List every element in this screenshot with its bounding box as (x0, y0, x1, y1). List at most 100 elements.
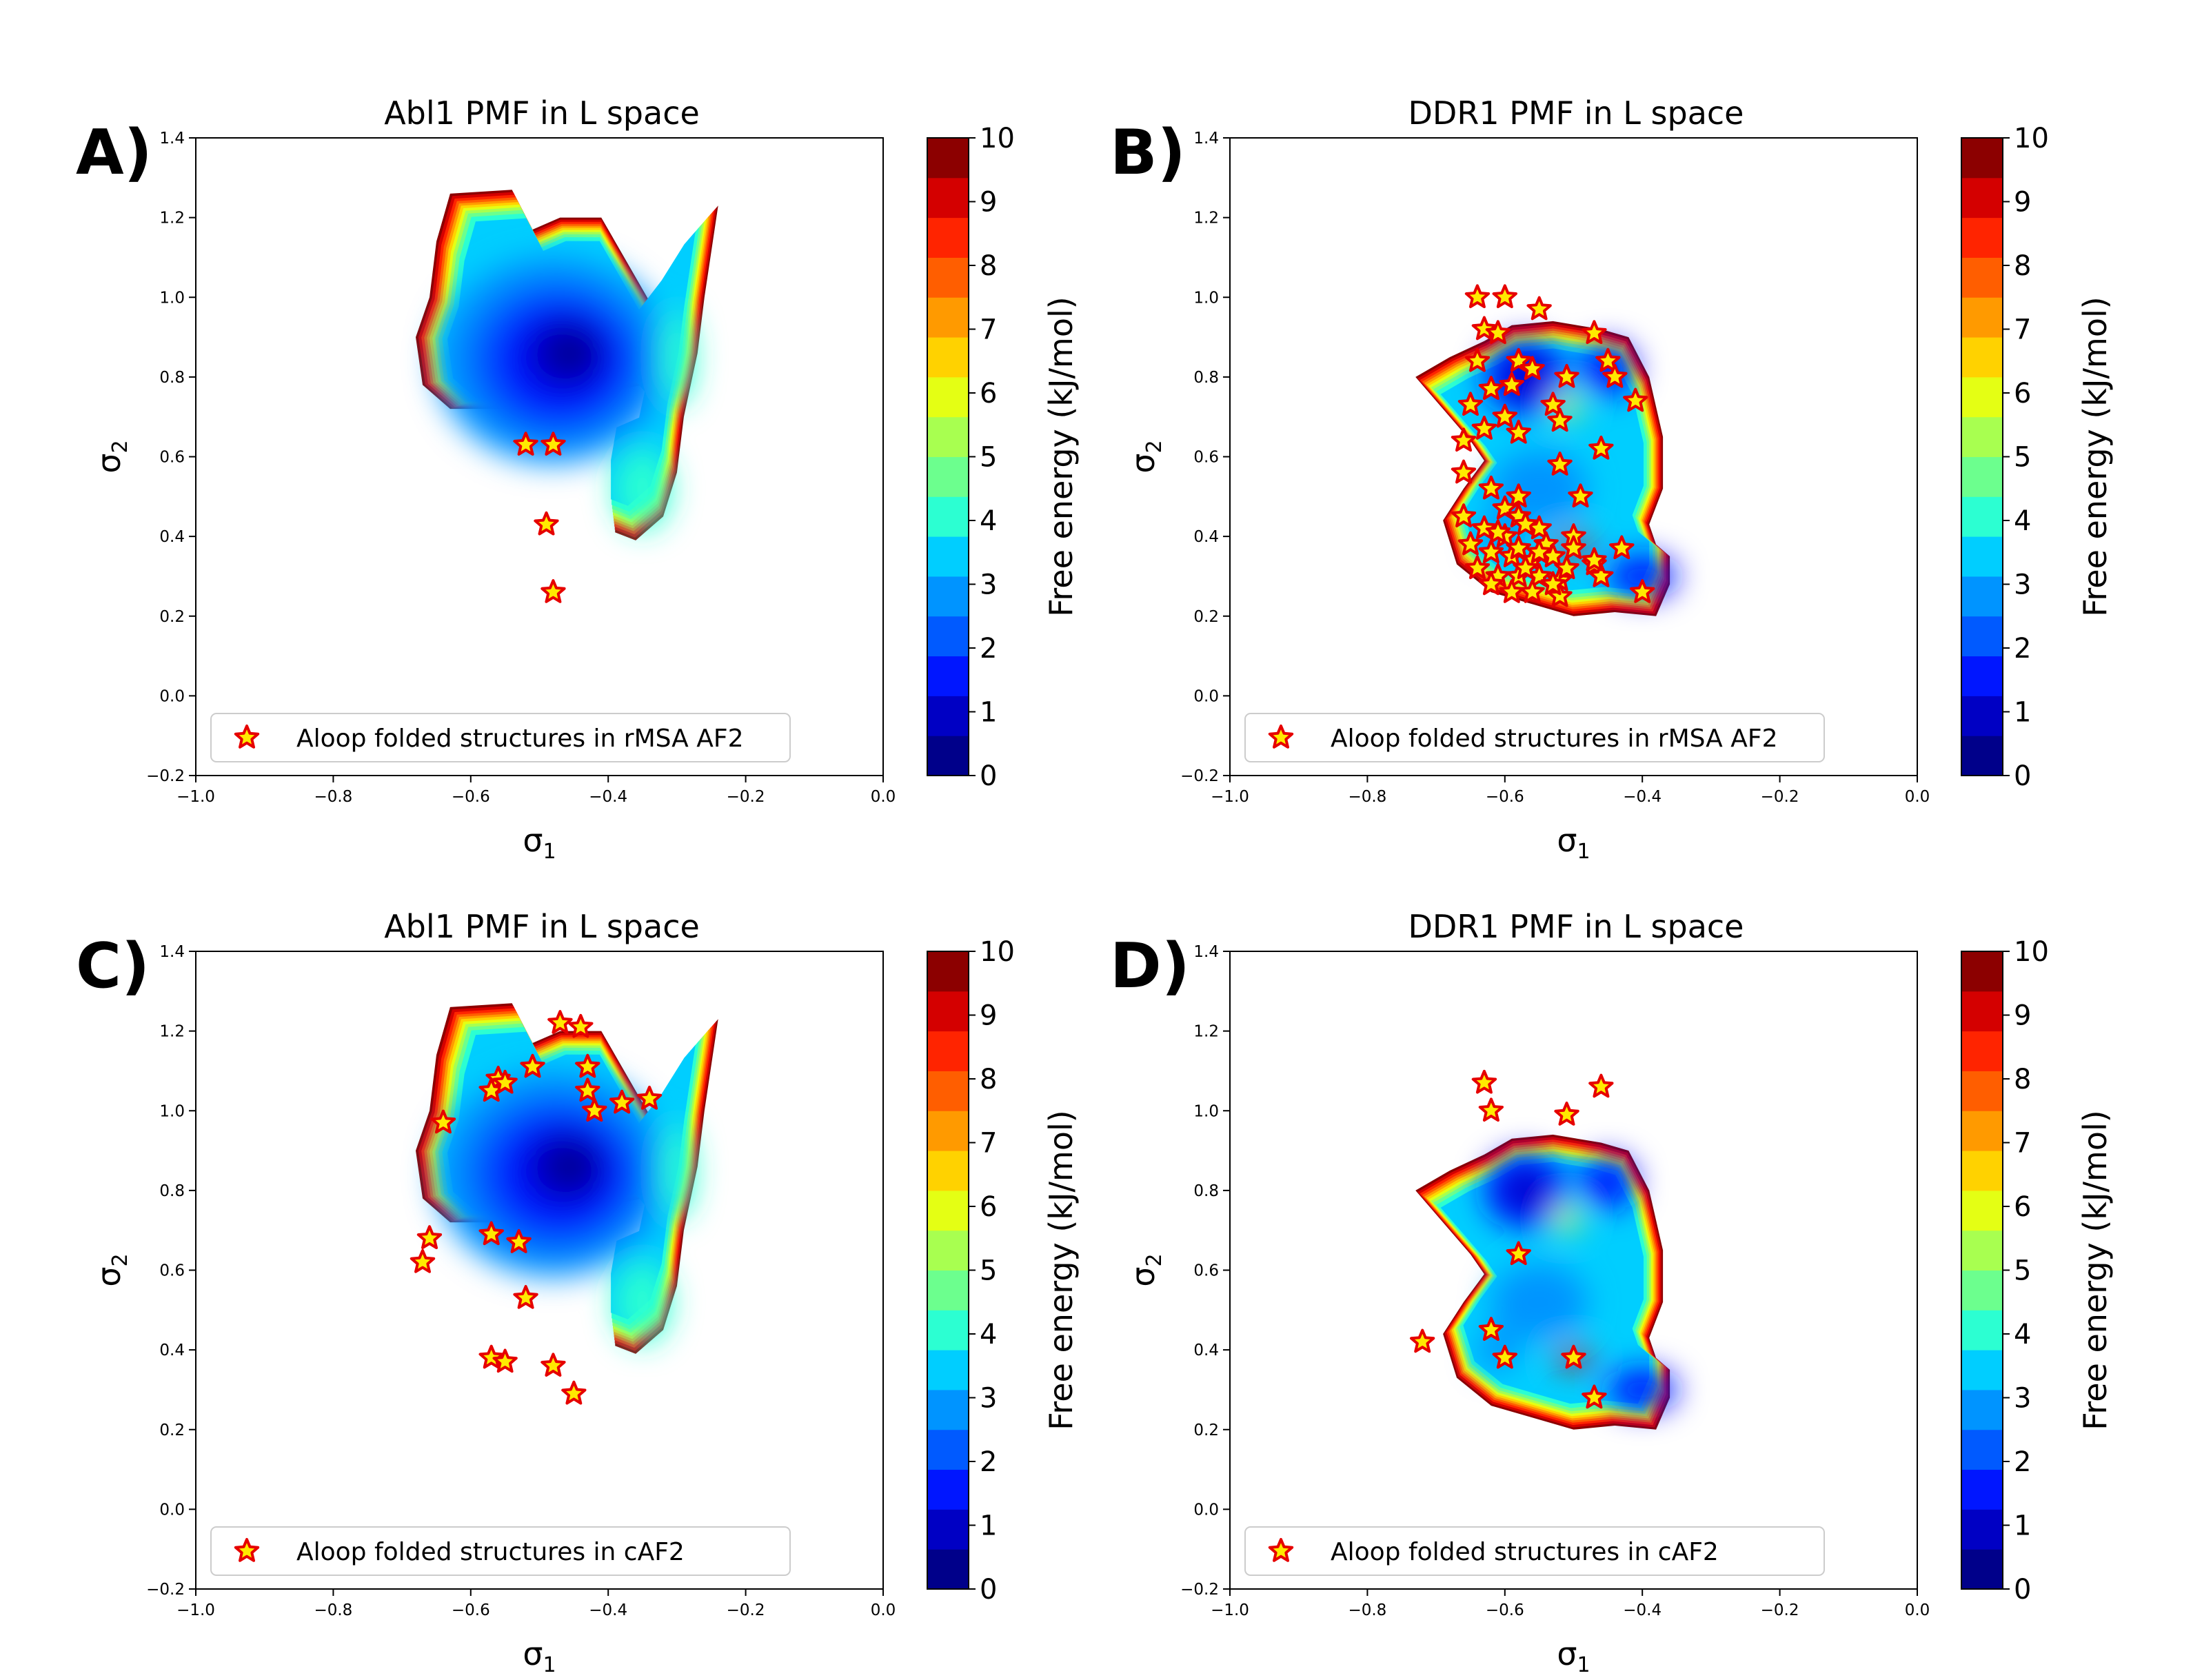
data-point-star (506, 1229, 532, 1253)
y-tick-label: 0.4 (159, 528, 185, 546)
data-point-star (1554, 363, 1579, 388)
y-tick-label: 1.0 (159, 1102, 185, 1120)
x-tick-label: −0.6 (452, 788, 490, 806)
colorbar-band (927, 696, 969, 736)
data-point-star (1561, 1344, 1586, 1369)
y-tick-label: 0.2 (1193, 608, 1219, 626)
data-point-star (1485, 320, 1511, 344)
colorbar-tick-label: 0 (980, 760, 997, 792)
y-tick-label: 0.8 (159, 1182, 185, 1200)
colorbar-band (927, 1350, 969, 1390)
panel-c: C) Abl1 PMF in L space −1.0 −0.8 −0.6 −0.4 −… (76, 908, 1080, 1677)
colorbar-tick-label: 5 (980, 442, 997, 474)
colorbar-tick-label: 6 (2014, 378, 2031, 409)
y-tick-label: 1.0 (1193, 1102, 1219, 1120)
x-tick-label: −0.4 (589, 1601, 627, 1619)
data-point-star (1526, 539, 1552, 563)
x-tick-label: −1.0 (176, 788, 215, 806)
chart-title: Abl1 PMF in L space (384, 94, 700, 132)
colorbar-band (1961, 1350, 2003, 1390)
energy-level (660, 308, 694, 405)
colorbar-tick-label: 8 (2014, 1064, 2031, 1095)
legend-star-icon (1268, 1538, 1294, 1562)
data-point-star (541, 1353, 566, 1377)
data-point-star (410, 1248, 436, 1273)
colorbar-band (927, 1389, 969, 1430)
x-tick-label: −1.0 (1211, 1601, 1249, 1619)
y-tick-label: 1.4 (159, 943, 185, 961)
y-tick-label: 0.2 (159, 608, 185, 626)
data-point-star (513, 432, 538, 456)
data-point-star (1554, 555, 1579, 580)
y-tick-label: 0.8 (159, 369, 185, 387)
data-point-star (1464, 284, 1491, 308)
colorbar-band (927, 1549, 969, 1590)
data-point-star (609, 1089, 635, 1114)
colorbar-band (927, 991, 969, 1032)
y-tick-label: 0.4 (1193, 528, 1219, 546)
colorbar-band (1961, 1270, 2003, 1310)
legend-star-icon (234, 1538, 260, 1562)
y-tick-label: 0.2 (159, 1421, 185, 1439)
colorbar-band (1961, 1469, 2003, 1510)
data-point-star (1588, 563, 1614, 587)
x-tick-label: −0.6 (1486, 788, 1524, 806)
data-point-star (1478, 1317, 1504, 1341)
colorbar-tick-label: 7 (980, 1128, 997, 1160)
x-tick-label: 0.0 (871, 1601, 896, 1619)
data-point-star (1588, 1073, 1614, 1098)
energy-minimum (1477, 1152, 1677, 1410)
colorbar-band (1961, 177, 2003, 219)
colorbar-tick-label: 7 (980, 314, 997, 346)
y-tick-label: 1.4 (1193, 943, 1219, 961)
data-point-star (1582, 1384, 1607, 1409)
energy-level (615, 1260, 671, 1344)
y-tick-label: 0.8 (1193, 369, 1219, 387)
data-point-star (1485, 519, 1511, 544)
colorbar-tick-label: 4 (2014, 505, 2031, 537)
y-axis-label: σ2 (1124, 1253, 1166, 1286)
colorbar-band (927, 1230, 969, 1271)
data-point-star (1464, 555, 1491, 580)
colorbar-tick-label: 7 (2014, 1128, 2031, 1160)
y-axis-label: σ2 (90, 440, 132, 473)
x-tick-label: −1.0 (1211, 788, 1249, 806)
colorbar-band (927, 1190, 969, 1231)
heatmap (1415, 321, 1677, 616)
data-point-star (1410, 1328, 1435, 1353)
colorbar-band (1961, 1230, 2003, 1271)
legend-star-icon (1268, 725, 1294, 749)
colorbar-tick-label: 3 (980, 569, 997, 601)
x-tick-label: 0.0 (1905, 788, 1930, 806)
colorbar-band (1961, 1031, 2003, 1071)
colorbar-tick-label: 10 (980, 123, 1015, 154)
colorbar-band (927, 217, 969, 258)
data-point-star (513, 1285, 538, 1309)
colorbar-band (1961, 217, 2003, 258)
colorbar-band (927, 257, 969, 298)
colorbar-band (927, 736, 969, 776)
colorbar-tick-label: 1 (980, 697, 997, 729)
colorbar-band (927, 138, 969, 179)
x-axis-label: σ1 (523, 1635, 556, 1677)
colorbar-band (927, 1469, 969, 1510)
colorbar-tick-label: 9 (2014, 1000, 2031, 1032)
colorbar-band (1961, 1389, 2003, 1430)
energy-level (660, 1122, 694, 1219)
colorbar-tick-label: 1 (980, 1510, 997, 1542)
colorbar-band (927, 177, 969, 219)
panel-letter: A) (76, 117, 152, 189)
colorbar-tick-label: 8 (2014, 250, 2031, 282)
colorbar-tick-label: 0 (980, 1574, 997, 1606)
data-point-star (1451, 427, 1477, 452)
colorbar-tick-label: 7 (2014, 314, 2031, 346)
colorbar-band (927, 1071, 969, 1111)
data-point-star (547, 1010, 573, 1034)
data-point-star (534, 511, 559, 536)
colorbar-band (1961, 696, 2003, 736)
energy-level (1504, 1169, 1546, 1211)
colorbar-tick-label: 2 (2014, 633, 2031, 665)
colorbar-band (1961, 297, 2003, 338)
y-tick-label: 0.4 (159, 1342, 185, 1359)
